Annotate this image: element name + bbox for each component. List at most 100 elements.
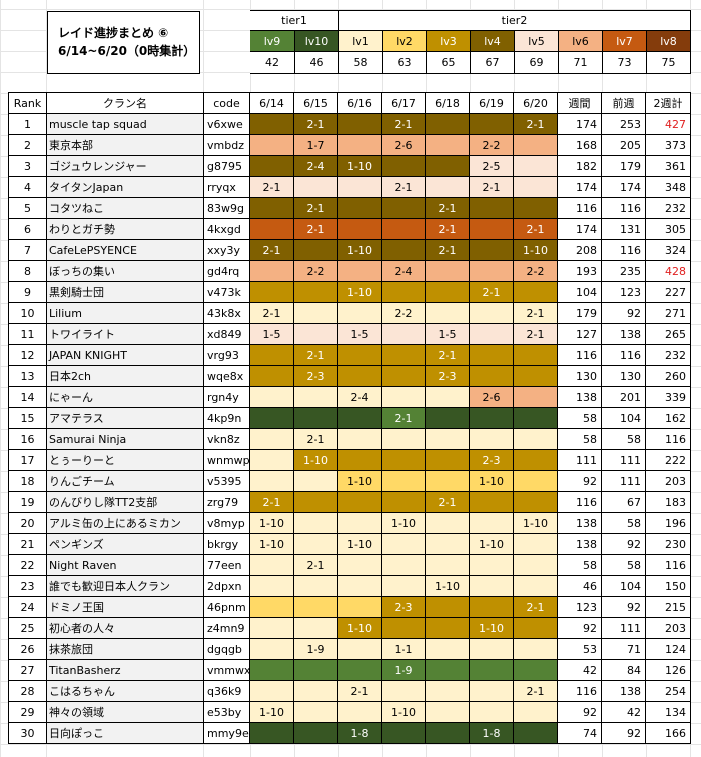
daily-progress-cell: 1-9 bbox=[294, 639, 338, 660]
daily-progress-cell bbox=[250, 471, 294, 492]
clan-code-cell: xxy3y bbox=[204, 240, 250, 261]
daily-progress-cell bbox=[338, 450, 382, 471]
clan-name-cell: ぼっちの集い bbox=[47, 261, 204, 282]
clan-name-cell: Night Raven bbox=[47, 555, 204, 576]
clan-name-cell: ゴジュウレンジャー bbox=[47, 156, 204, 177]
daily-progress-cell: 2-2 bbox=[514, 261, 558, 282]
previous-week-cell: 84 bbox=[602, 660, 646, 681]
rank-cell: 10 bbox=[9, 303, 47, 324]
weekly-total-cell: 92 bbox=[558, 618, 602, 639]
daily-progress-cell: 1-10 bbox=[470, 534, 514, 555]
daily-progress-cell: 2-1 bbox=[514, 219, 558, 240]
clan-code-cell: 4kp9n bbox=[204, 408, 250, 429]
two-week-total-cell: 232 bbox=[646, 345, 691, 366]
weekly-total-cell: 116 bbox=[558, 198, 602, 219]
daily-progress-cell bbox=[514, 387, 558, 408]
clan-name-cell: Samurai Ninja bbox=[47, 429, 204, 450]
legend-top-border bbox=[250, 10, 691, 11]
daily-progress-cell bbox=[382, 366, 426, 387]
two-week-total-cell: 162 bbox=[646, 408, 691, 429]
daily-progress-cell: 1-8 bbox=[470, 723, 514, 744]
daily-progress-cell bbox=[338, 492, 382, 513]
rank-cell: 11 bbox=[9, 324, 47, 345]
daily-progress-cell bbox=[338, 576, 382, 597]
clan-name-cell: TitanBasherz bbox=[47, 660, 204, 681]
daily-progress-cell bbox=[514, 492, 558, 513]
level-value: 69 bbox=[515, 52, 559, 74]
rank-cell: 1 bbox=[9, 114, 47, 135]
column-header: 6/18 bbox=[426, 93, 470, 114]
daily-progress-cell bbox=[338, 345, 382, 366]
clan-code-cell: v8myp bbox=[204, 513, 250, 534]
daily-progress-cell bbox=[338, 408, 382, 429]
daily-progress-cell bbox=[470, 492, 514, 513]
daily-progress-cell bbox=[294, 618, 338, 639]
daily-progress-cell: 1-9 bbox=[382, 660, 426, 681]
daily-progress-cell: 1-10 bbox=[426, 576, 470, 597]
previous-week-cell: 235 bbox=[602, 261, 646, 282]
rank-cell: 19 bbox=[9, 492, 47, 513]
weekly-total-cell: 46 bbox=[558, 576, 602, 597]
daily-progress-cell bbox=[514, 345, 558, 366]
clan-code-cell: wqe8x bbox=[204, 366, 250, 387]
two-week-total-cell: 203 bbox=[646, 471, 691, 492]
two-week-total-cell: 166 bbox=[646, 723, 691, 744]
daily-progress-cell: 2-1 bbox=[514, 324, 558, 345]
daily-progress-cell bbox=[426, 429, 470, 450]
clan-code-cell: gd4rq bbox=[204, 261, 250, 282]
two-week-total-cell: 134 bbox=[646, 702, 691, 723]
weekly-total-cell: 58 bbox=[558, 555, 602, 576]
daily-progress-cell bbox=[470, 303, 514, 324]
weekly-total-cell: 138 bbox=[558, 387, 602, 408]
clan-code-cell: 4kxgd bbox=[204, 219, 250, 240]
column-header: code bbox=[204, 93, 250, 114]
previous-week-cell: 116 bbox=[602, 240, 646, 261]
previous-week-cell: 111 bbox=[602, 450, 646, 471]
daily-progress-cell bbox=[338, 597, 382, 618]
daily-progress-cell bbox=[470, 576, 514, 597]
previous-week-cell: 130 bbox=[602, 366, 646, 387]
clan-name-cell: muscle tap squad bbox=[47, 114, 204, 135]
clan-name-cell: 抹茶旅団 bbox=[47, 639, 204, 660]
column-header: 2週計 bbox=[646, 93, 691, 114]
daily-progress-cell: 2-6 bbox=[470, 387, 514, 408]
daily-progress-cell bbox=[382, 555, 426, 576]
daily-progress-cell bbox=[426, 282, 470, 303]
clan-code-cell: v473k bbox=[204, 282, 250, 303]
daily-progress-cell bbox=[514, 408, 558, 429]
weekly-total-cell: 127 bbox=[558, 324, 602, 345]
daily-progress-cell: 1-10 bbox=[470, 471, 514, 492]
daily-progress-cell bbox=[470, 114, 514, 135]
daily-progress-cell: 2-1 bbox=[426, 219, 470, 240]
daily-progress-cell bbox=[514, 282, 558, 303]
previous-week-cell: 179 bbox=[602, 156, 646, 177]
daily-progress-cell bbox=[250, 429, 294, 450]
daily-progress-cell bbox=[382, 156, 426, 177]
clan-code-cell: bkrgy bbox=[204, 534, 250, 555]
previous-week-cell: 67 bbox=[602, 492, 646, 513]
two-week-total-cell: 324 bbox=[646, 240, 691, 261]
clan-name-cell: トワイライト bbox=[47, 324, 204, 345]
rank-cell: 16 bbox=[9, 429, 47, 450]
rank-cell: 14 bbox=[9, 387, 47, 408]
clan-name-cell: コタツねこ bbox=[47, 198, 204, 219]
clan-name-cell: 初心者の人々 bbox=[47, 618, 204, 639]
daily-progress-cell: 2-1 bbox=[382, 177, 426, 198]
daily-progress-cell bbox=[338, 261, 382, 282]
clan-name-cell: にゃーん bbox=[47, 387, 204, 408]
weekly-total-cell: 116 bbox=[558, 681, 602, 702]
daily-progress-cell bbox=[294, 492, 338, 513]
weekly-total-cell: 174 bbox=[558, 219, 602, 240]
previous-week-cell: 174 bbox=[602, 177, 646, 198]
daily-progress-cell bbox=[382, 618, 426, 639]
daily-progress-cell: 2-1 bbox=[250, 492, 294, 513]
weekly-total-cell: 174 bbox=[558, 177, 602, 198]
daily-progress-cell bbox=[294, 240, 338, 261]
rank-cell: 22 bbox=[9, 555, 47, 576]
daily-progress-cell bbox=[294, 324, 338, 345]
level-value: 63 bbox=[383, 52, 427, 74]
daily-progress-cell bbox=[250, 576, 294, 597]
level-name: lv6 bbox=[559, 31, 603, 52]
daily-progress-cell bbox=[514, 450, 558, 471]
weekly-total-cell: 182 bbox=[558, 156, 602, 177]
